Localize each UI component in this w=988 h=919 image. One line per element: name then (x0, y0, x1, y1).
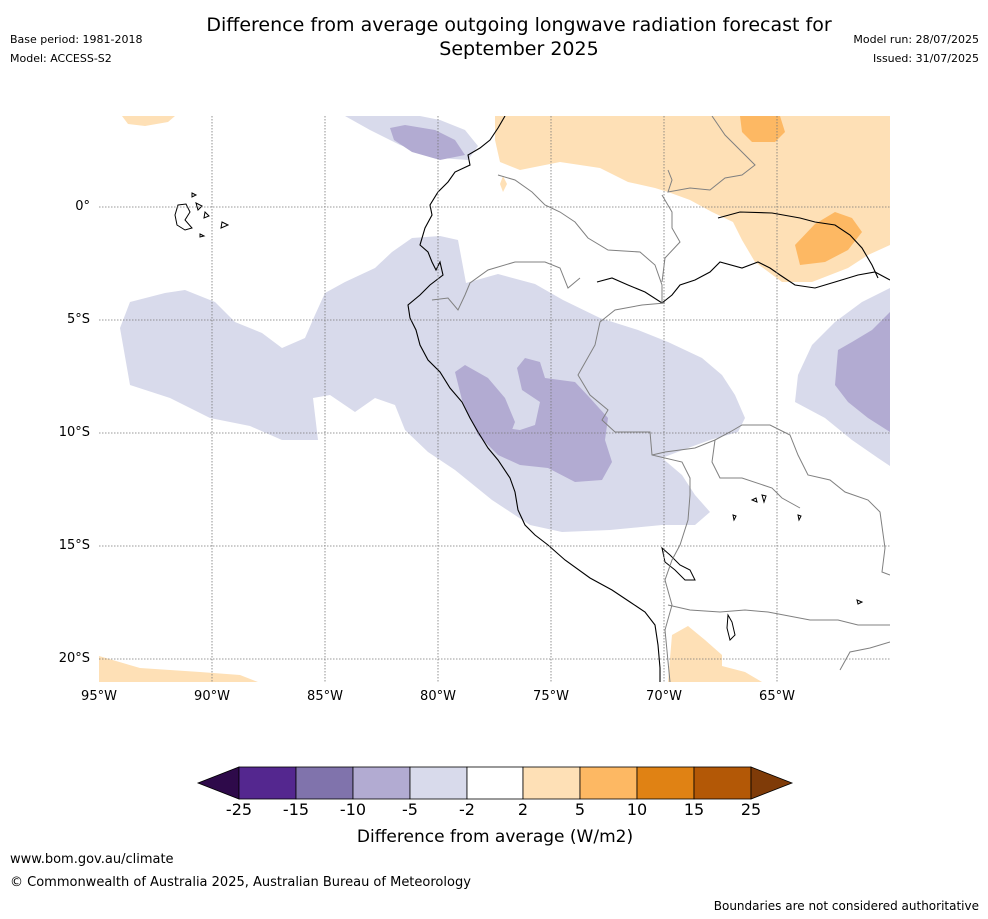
coastline (407, 116, 661, 682)
base-period: Base period: 1981-2018 (10, 33, 143, 46)
anomaly-region-light-orange-south (668, 626, 762, 682)
model-name: Model: ACCESS-S2 (10, 52, 112, 65)
website-link[interactable]: www.bom.gov.au/climate (10, 852, 174, 867)
map-title-line2: September 2025 (439, 38, 599, 60)
model-run: Model run: 28/07/2025 (853, 33, 979, 46)
anomaly-region-mid-purple (455, 358, 612, 482)
colorbar-tick-5: 2 (517, 800, 529, 819)
lon-label-70w: 70°W (646, 689, 682, 704)
anomaly-region-light-orange-sw (99, 656, 258, 682)
lat-label-20s: 20°S (58, 651, 90, 666)
anomaly-field (99, 116, 890, 682)
anomaly-region-mid-purple-east (835, 312, 890, 432)
gridlines (99, 116, 890, 682)
country-borders (431, 116, 890, 682)
colorbar-tick-8: 15 (683, 800, 705, 819)
galapagos-islands (174, 192, 230, 238)
copyright-text: © Commonwealth of Australia 2025, Austra… (10, 875, 471, 890)
colorbar-tick-0: -25 (225, 800, 253, 819)
anomaly-region-light-orange-small (500, 176, 507, 192)
anomaly-region-orange-north (740, 116, 785, 142)
lon-label-65w: 65°W (759, 689, 795, 704)
issued-date: Issued: 31/07/2025 (872, 52, 979, 65)
colorbar-tick-3: -5 (402, 800, 418, 819)
anomaly-region-light-orange (495, 116, 890, 282)
colorbar-tick-7: 10 (626, 800, 648, 819)
lon-label-85w: 85°W (307, 689, 343, 704)
lat-label-15s: 15°S (58, 538, 90, 553)
colorbar-label: Difference from average (W/m2) (356, 827, 634, 847)
colorbar-tick-2: -10 (339, 800, 367, 819)
colorbar-tick-1: -15 (282, 800, 310, 819)
lat-label-10s: 10°S (58, 425, 90, 440)
lon-label-80w: 80°W (420, 689, 456, 704)
colorbar-tick-4: -2 (459, 800, 475, 819)
colorbar-tick-6: 5 (574, 800, 586, 819)
anomaly-region-mid-purple-north (390, 125, 465, 160)
map-title-line1: Difference from average outgoing longwav… (206, 14, 832, 36)
lon-label-75w: 75°W (533, 689, 569, 704)
anomaly-region-orange-east (795, 212, 862, 265)
lon-label-90w: 90°W (194, 689, 230, 704)
country-borders-south (667, 604, 890, 671)
coastline-north-brazil (596, 261, 890, 304)
lat-label-0: 0° (75, 199, 90, 214)
coastline-amazon (717, 211, 879, 279)
colorbar-tick-9: 25 (740, 800, 762, 819)
bolivian-lakes (726, 494, 864, 641)
boundary-disclaimer: Boundaries are not considered authoritat… (713, 899, 979, 913)
lon-label-95w: 95°W (81, 689, 117, 704)
lat-label-5s: 5°S (66, 312, 90, 327)
anomaly-region-light-orange-nw (122, 116, 175, 126)
